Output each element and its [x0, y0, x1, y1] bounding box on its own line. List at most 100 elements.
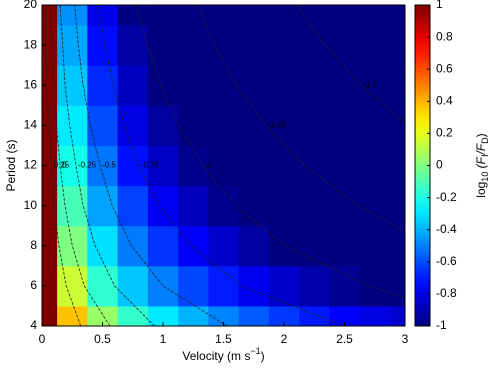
heat-cell [117, 145, 149, 187]
heat-cell [87, 105, 119, 146]
colorbar-tick-label: -0.4 [436, 222, 457, 236]
heat-cell [329, 105, 361, 146]
contour-label: -0.5 [102, 161, 116, 170]
heat-cell [359, 185, 391, 227]
y-tick-label: 4 [30, 318, 37, 332]
heat-cell [299, 5, 330, 26]
contour-label: -1.25 [268, 120, 287, 129]
colorbar-tick-label: 0.2 [436, 126, 453, 140]
contour-line [74, 5, 228, 326]
heat-cell [238, 105, 270, 146]
heat-cell [329, 25, 361, 66]
heat-cell [299, 145, 330, 187]
heat-cell [238, 65, 270, 106]
heat-cell [57, 145, 88, 187]
heat-cell [268, 65, 300, 106]
heat-cell [268, 105, 300, 146]
contour-label: -1.5 [363, 80, 377, 89]
heat-cell [117, 305, 149, 326]
y-tick-label: 18 [24, 37, 38, 51]
heat-cell [208, 25, 240, 66]
heat-cell [268, 5, 300, 26]
heat-cell [238, 225, 270, 267]
colorbar-tick-label: 1 [436, 0, 443, 11]
y-tick-label: 16 [24, 77, 38, 91]
heat-cell [178, 305, 209, 326]
heat-cell [359, 145, 391, 187]
y-tick-label: 14 [24, 118, 38, 132]
heat-cell [57, 225, 88, 267]
heat-cell [238, 5, 270, 26]
heat-cell [87, 265, 119, 307]
heat-cell [329, 265, 361, 307]
heat-cell [147, 25, 179, 66]
colorbar-label-part: ) [474, 133, 488, 137]
heat-cell [178, 25, 209, 66]
y-tick-label: 12 [24, 158, 38, 172]
heat-cell [208, 265, 240, 307]
heat-cell [208, 65, 240, 106]
heat-cell [117, 105, 149, 146]
colorbar-tick-label: -0.8 [436, 286, 457, 300]
heat-cell [57, 105, 88, 146]
heat-cell [329, 5, 361, 26]
heat-cell [147, 305, 179, 326]
heat-cell [329, 65, 361, 106]
heat-cell [208, 145, 240, 187]
heat-cell [117, 185, 149, 227]
heat-cell [359, 305, 391, 326]
heat-cell [389, 225, 405, 267]
contour-label: -0.25 [78, 161, 97, 170]
y-tick-label: 20 [24, 0, 38, 11]
heat-cell [178, 265, 209, 307]
heat-cell [57, 25, 88, 66]
heat-cell [42, 305, 58, 326]
colorbar-tick-label: -0.2 [436, 190, 457, 204]
heat-cell [178, 65, 209, 106]
heat-cell [268, 185, 300, 227]
y-tick-label: 10 [24, 198, 38, 212]
heat-cell [299, 265, 330, 307]
colorbar-tick-label: 0.8 [436, 29, 453, 43]
heat-cell [117, 225, 149, 267]
x-tick-label: 0.5 [94, 332, 111, 346]
colorbar-label: log10 (FI/FD) [474, 133, 490, 197]
heat-cell [268, 265, 300, 307]
heat-cell [117, 265, 149, 307]
x-label-part: ) [261, 349, 265, 363]
colorbar-tick-label: 0.6 [436, 61, 453, 75]
heat-cell [147, 5, 179, 26]
y-axis-label: Period (s) [4, 139, 18, 191]
colorbar-tick-label: 0.4 [436, 93, 453, 107]
heat-cell [389, 145, 405, 187]
heat-cell [389, 25, 405, 66]
heat-cell [389, 305, 405, 326]
contour-label: -1 [205, 161, 213, 170]
heat-cell [268, 145, 300, 187]
heat-cell [359, 65, 391, 106]
heat-cell [389, 265, 405, 307]
colorbar-tick-label: -0.6 [436, 254, 457, 268]
contour-label: -0.75 [141, 161, 160, 170]
heat-cell [42, 145, 58, 187]
colorbar-label-part: I [480, 154, 490, 157]
heat-cell [238, 265, 270, 307]
heat-cell [208, 225, 240, 267]
heat-cell [299, 105, 330, 146]
colorbar-tick-label: 0 [436, 158, 443, 172]
heat-cell [42, 265, 58, 307]
heat-cell [238, 305, 270, 326]
heat-cell [178, 185, 209, 227]
heat-cell [208, 185, 240, 227]
y-tick-label: 8 [30, 238, 37, 252]
heat-cell [329, 225, 361, 267]
heat-cell [268, 225, 300, 267]
heat-cell [359, 105, 391, 146]
heat-cell [208, 105, 240, 146]
contour-line [50, 5, 111, 326]
heat-cell [57, 265, 88, 307]
heat-cell [87, 305, 119, 326]
x-tick-label: 1 [160, 332, 167, 346]
